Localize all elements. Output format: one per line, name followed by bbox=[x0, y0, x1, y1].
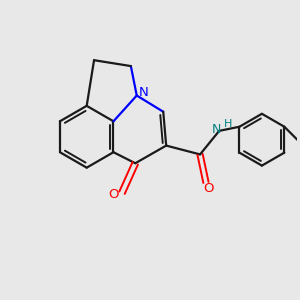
Text: O: O bbox=[109, 188, 119, 201]
Text: O: O bbox=[204, 182, 214, 195]
Text: N: N bbox=[212, 123, 221, 136]
Text: N: N bbox=[138, 86, 148, 99]
Text: H: H bbox=[224, 119, 232, 129]
